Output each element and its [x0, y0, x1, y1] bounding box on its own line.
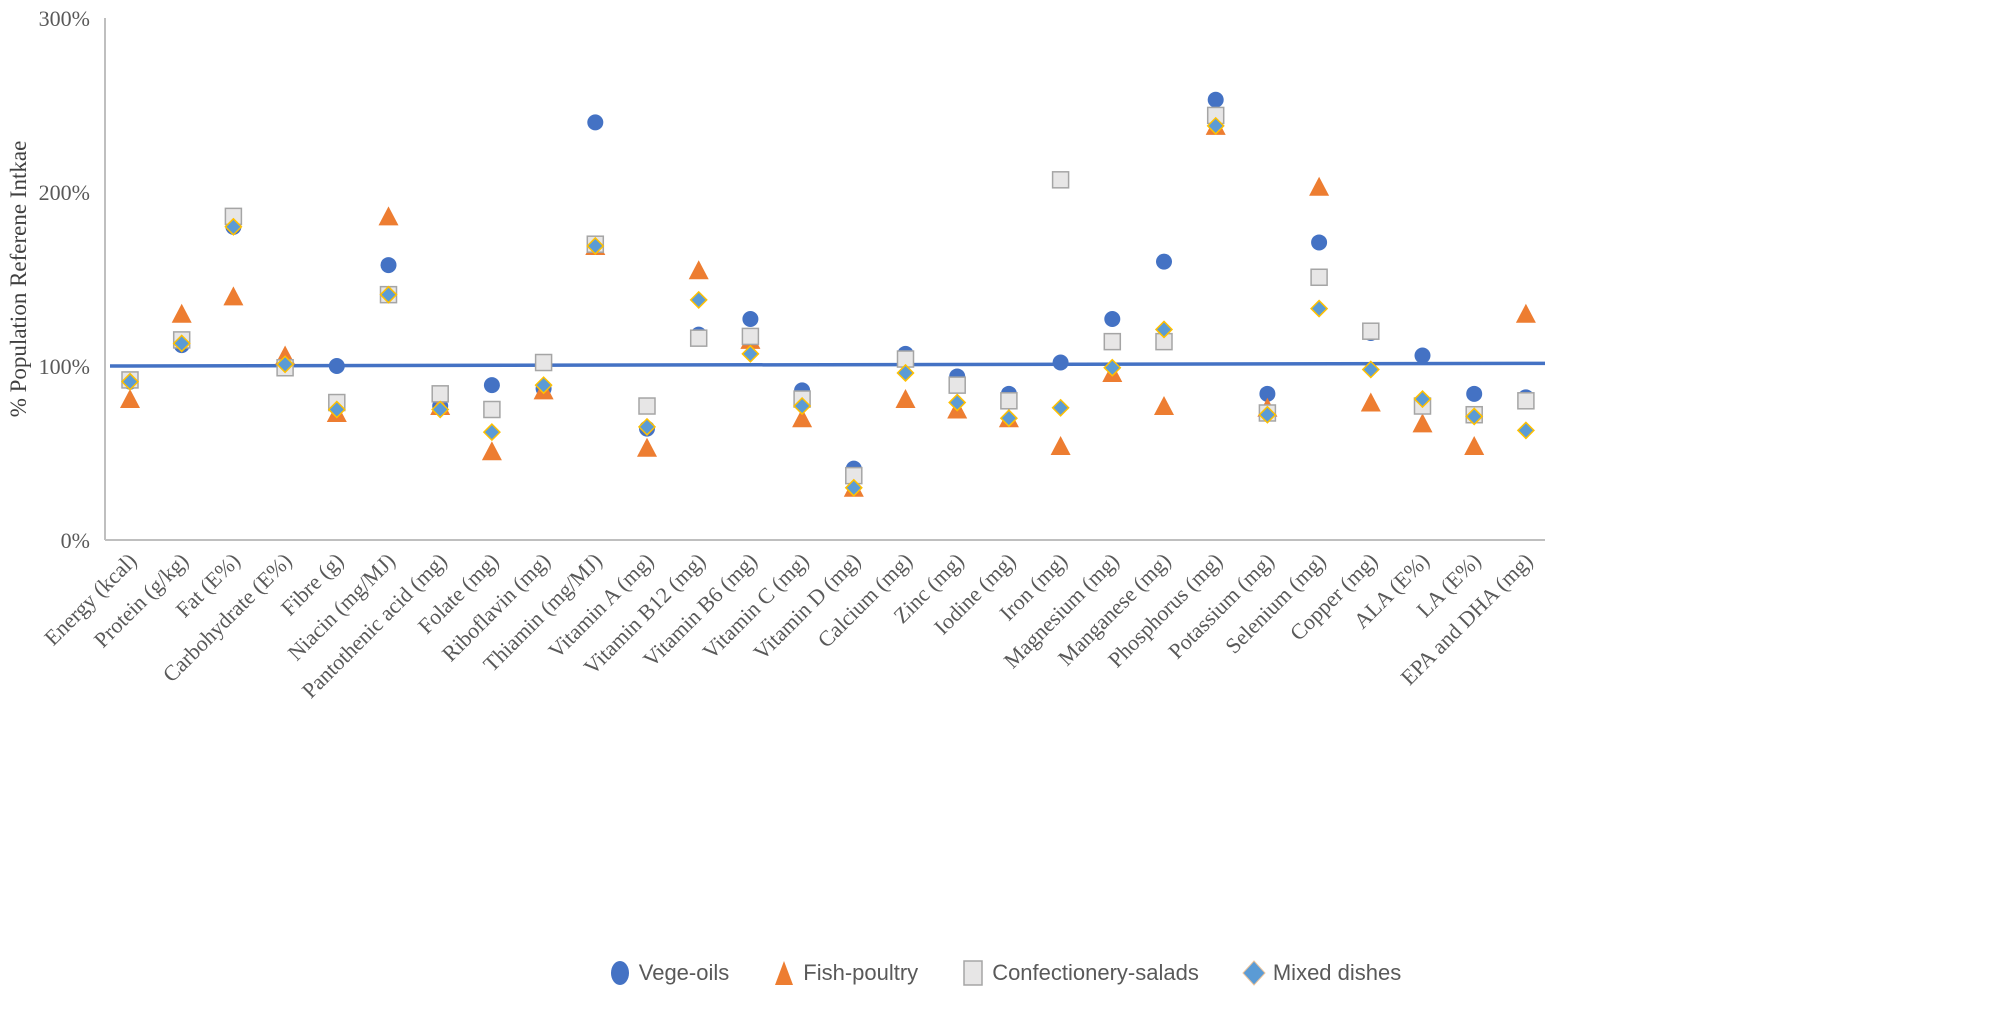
diamond-marker: [793, 396, 812, 416]
series-confectionery-salads: [121, 106, 1535, 485]
legend-item: Vege-oils: [607, 959, 730, 987]
diamond-marker: [689, 290, 708, 309]
triangle-marker: [688, 260, 709, 280]
circle-marker: [1207, 91, 1224, 108]
circle-marker: [483, 377, 500, 394]
triangle-marker: [481, 441, 502, 461]
y-tick-labels: 0% 100% 200% 300%: [39, 6, 90, 553]
diamond-marker: [1516, 421, 1535, 440]
diamond-marker: [1103, 358, 1122, 377]
triangle-marker: [1309, 176, 1330, 196]
circle-marker: [1052, 354, 1069, 371]
diamond-marker: [327, 400, 346, 419]
diamond-marker: [224, 217, 243, 236]
legend-label: Vege-oils: [638, 960, 730, 985]
x-category-labels: Energy (kcal)Protein (g/kg)Fat (E%)Carbo…: [39, 548, 1537, 703]
legend-item: Confectionery-salads: [960, 959, 1199, 987]
square-legend-icon: [963, 960, 983, 986]
square-marker: [948, 376, 966, 394]
y-tick-label: 200%: [39, 180, 90, 205]
circle-marker: [587, 114, 604, 131]
circle-marker: [1414, 347, 1431, 364]
diamond-marker: [741, 344, 760, 363]
legend-item: Mixed dishes: [1241, 959, 1401, 987]
square-marker: [1517, 392, 1535, 410]
circle-marker: [1156, 253, 1172, 270]
triangle-marker: [223, 286, 244, 306]
diamond-marker: [844, 478, 863, 497]
legend-label: Mixed dishes: [1272, 960, 1402, 985]
triangle-marker: [378, 206, 399, 226]
square-marker: [1103, 332, 1122, 351]
circle-marker: [1311, 234, 1328, 251]
diamond-marker: [431, 400, 450, 419]
diamond-marker: [1465, 407, 1484, 426]
diamond-marker: [1361, 360, 1380, 379]
square-marker: [638, 397, 656, 415]
diamond-marker: [1051, 398, 1070, 417]
circle-legend-icon: [610, 961, 629, 985]
legend-label: Confectionery-salads: [992, 960, 1199, 985]
y-axis-title: % Population Referene Intkae: [6, 141, 31, 418]
triangle-marker: [1360, 392, 1381, 412]
circle-marker: [328, 358, 345, 374]
square-marker: [1362, 322, 1380, 340]
triangle-marker: [1464, 436, 1485, 456]
triangle-marker: [1050, 436, 1071, 456]
legend-item: Fish-poultry: [771, 959, 918, 987]
series-mixed-dishes: [120, 116, 1535, 497]
legend: Vege-oils Fish-poultry Confectionery-salad…: [0, 948, 2008, 998]
circle-marker: [380, 257, 397, 274]
y-tick-label: 0%: [61, 528, 90, 553]
diamond-marker: [948, 393, 967, 412]
legend-label: Fish-poultry: [803, 960, 919, 985]
square-marker: [1310, 268, 1328, 287]
diamond-marker: [379, 285, 398, 304]
triangle-marker: [792, 408, 813, 428]
diamond-marker: [276, 355, 295, 374]
diamond-marker: [999, 409, 1018, 428]
square-marker: [483, 400, 501, 419]
diamond-marker: [1310, 299, 1329, 318]
triangle-marker: [895, 389, 916, 409]
data-markers: [120, 91, 1536, 497]
square-marker: [431, 385, 449, 403]
diamond-marker: [1206, 116, 1225, 135]
reference-line-100pct: [109, 361, 1546, 368]
square-marker: [534, 353, 553, 372]
square-marker: [689, 329, 708, 347]
square-marker: [741, 327, 760, 346]
diamond-marker: [1258, 405, 1277, 424]
diamond-marker: [896, 363, 915, 383]
triangle-legend-icon: [775, 961, 794, 985]
diamond-legend-icon: [1242, 960, 1266, 986]
circle-marker: [1259, 385, 1276, 402]
y-tick-label: 300%: [39, 6, 90, 31]
diamond-marker: [482, 423, 501, 442]
diamond-marker: [1154, 320, 1174, 339]
diamond-marker: [172, 334, 191, 353]
y-tick-label: 100%: [39, 354, 90, 379]
circle-marker: [1466, 385, 1483, 402]
circle-marker: [742, 311, 759, 328]
diamond-marker: [534, 376, 553, 395]
square-marker: [1051, 171, 1070, 189]
diamond-marker: [637, 417, 657, 436]
triangle-marker: [171, 303, 192, 323]
diamond-marker: [120, 372, 140, 391]
circle-marker: [1104, 311, 1121, 328]
triangle-marker: [1515, 303, 1536, 323]
diamond-marker: [1413, 389, 1432, 409]
triangle-marker: [1412, 413, 1433, 433]
triangle-marker: [120, 389, 140, 409]
diamond-marker: [586, 236, 605, 256]
square-marker: [1000, 392, 1018, 410]
triangle-marker: [637, 437, 657, 457]
triangle-marker: [1154, 396, 1174, 416]
